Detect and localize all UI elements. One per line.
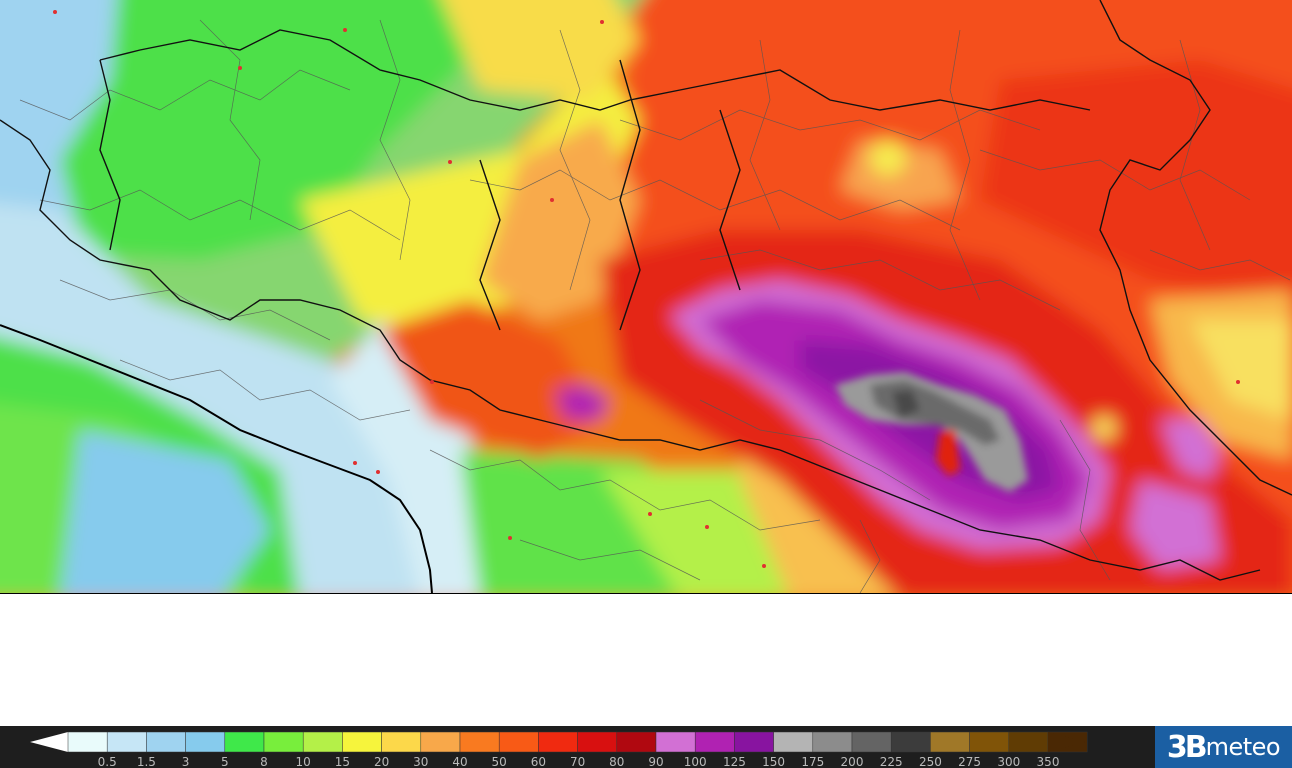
- legend-threshold-label: 60: [531, 755, 546, 768]
- legend-swatch: [67, 731, 108, 753]
- legend-threshold-label: 225: [880, 755, 903, 768]
- legend-swatch: [851, 731, 892, 753]
- legend-swatch: [106, 731, 147, 753]
- map-canvas: [0, 0, 1292, 593]
- legend-swatch: [773, 731, 814, 753]
- logo-mark: 3B: [1166, 729, 1208, 765]
- legend-threshold-label: 15: [335, 755, 350, 768]
- coastline: [0, 324, 433, 593]
- legend-swatch: [459, 731, 500, 753]
- legend-threshold-label: 250: [919, 755, 942, 768]
- legend-swatch: [969, 731, 1010, 753]
- legend-threshold-label: 80: [609, 755, 624, 768]
- legend-threshold-label: 1.5: [137, 755, 156, 768]
- legend-threshold-label: 150: [762, 755, 785, 768]
- legend-threshold-label: 200: [841, 755, 864, 768]
- legend-swatch: [538, 731, 578, 753]
- legend-swatch: [812, 731, 853, 753]
- legend-swatch: [146, 731, 186, 753]
- legend-threshold-label: 50: [492, 755, 507, 768]
- precip-field: [0, 0, 1292, 593]
- legend-threshold-label: 40: [452, 755, 467, 768]
- legend-threshold-label: 100: [684, 755, 707, 768]
- legend-threshold-label: 10: [296, 755, 311, 768]
- legend-swatch: [185, 731, 226, 753]
- logo-text: meteo: [1205, 733, 1281, 761]
- legend-threshold-label: 0.5: [98, 755, 117, 768]
- legend-swatch: [302, 731, 343, 753]
- legend-threshold-label: 20: [374, 755, 389, 768]
- legend-swatch: [734, 731, 774, 753]
- extreme-core: [835, 372, 1028, 492]
- regional-borders: [0, 0, 1292, 581]
- legend-threshold-label: 300: [997, 755, 1020, 768]
- legend-swatch: [263, 731, 304, 753]
- legend-threshold-label: 5: [221, 755, 229, 768]
- legend-swatch: [655, 731, 696, 753]
- municipal-borders: [19, 19, 1291, 593]
- legend-arrow-left: [30, 732, 68, 752]
- legend-threshold-label: 350: [1037, 755, 1060, 768]
- legend-threshold-label: 275: [958, 755, 981, 768]
- legend-swatch: [1008, 731, 1049, 753]
- legend-threshold-label: 70: [570, 755, 585, 768]
- legend-bar: 0.5 1.5 3 5 8 10 15 20 30 40 50 60 70 80 90 100 125 150 17…: [0, 726, 1155, 768]
- legend-swatch: [224, 731, 265, 753]
- 3bmeteo-logo: 3B meteo: [1155, 726, 1292, 768]
- legend-swatch: [577, 731, 618, 753]
- precipitation-map: [0, 0, 1292, 594]
- legend-swatch: [616, 731, 657, 753]
- legend-swatch: [420, 731, 461, 753]
- legend-threshold-label: 175: [801, 755, 824, 768]
- city-markers: [53, 10, 1240, 568]
- legend-swatch: [930, 731, 970, 753]
- legend-threshold-label: 3: [182, 755, 190, 768]
- legend-swatch: [342, 731, 382, 753]
- legend-swatch: [694, 731, 735, 753]
- blank-area: [0, 594, 1292, 726]
- color-scale: 0.5 1.5 3 5 8 10 15 20 30 40 50 60 70 80 90 100 125 150 17…: [30, 731, 1088, 768]
- legend-swatch: [498, 731, 539, 753]
- legend-arrow-right: [1048, 732, 1086, 752]
- legend-threshold-label: 125: [723, 755, 746, 768]
- legend-threshold-label: 90: [648, 755, 663, 768]
- legend-threshold-label: 8: [260, 755, 268, 768]
- legend-swatch: [381, 731, 422, 753]
- legend-threshold-label: 30: [413, 755, 428, 768]
- legend-swatch: [890, 731, 931, 753]
